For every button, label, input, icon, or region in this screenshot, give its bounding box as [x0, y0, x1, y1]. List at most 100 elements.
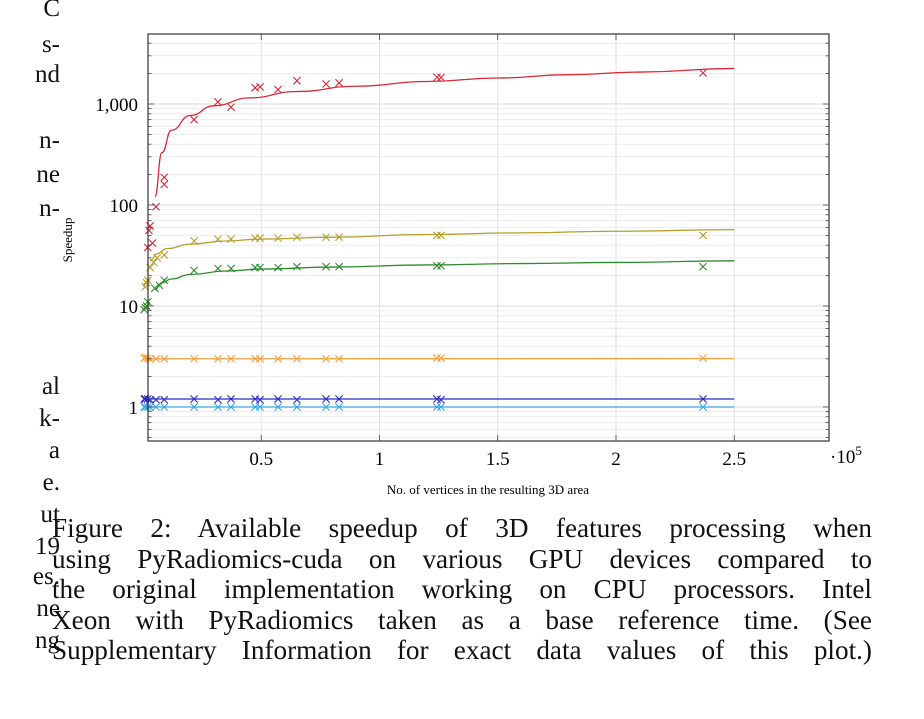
data-point-olive [335, 233, 344, 242]
left-column-text-fragment: es. [32, 563, 60, 590]
data-point-blue [322, 395, 331, 403]
data-point-orange [437, 354, 445, 363]
y-tick-label: 1 [129, 398, 139, 419]
cross-marker-icon [322, 403, 331, 411]
data-point-green [292, 262, 301, 271]
cross-marker-icon [699, 403, 708, 411]
series-cyan [140, 403, 735, 411]
data-point-blue [190, 395, 199, 403]
cross-marker-icon [190, 395, 199, 403]
cross-marker-icon [190, 237, 199, 245]
cross-marker-icon [153, 253, 162, 262]
left-column-text-fragment: e. [42, 469, 60, 496]
cross-marker-icon [160, 403, 169, 411]
cross-marker-icon [437, 73, 445, 82]
left-column-text-fragment: n- [39, 127, 60, 154]
cross-marker-icon [152, 202, 160, 211]
cross-marker-icon [256, 354, 265, 363]
data-point-red [335, 78, 344, 87]
cross-marker-icon [150, 284, 159, 293]
cross-marker-icon [213, 395, 222, 404]
data-point-red [160, 173, 169, 182]
data-point-blue [437, 395, 445, 404]
cross-marker-icon [160, 250, 169, 259]
cross-marker-icon [190, 354, 199, 363]
data-point-green [322, 262, 331, 271]
cross-marker-icon [432, 261, 441, 270]
data-point-cyan [292, 403, 301, 411]
data-point-olive [432, 231, 441, 240]
figure-caption: Figure 2: Available speedup of 3D featur… [52, 513, 872, 666]
data-point-cyan [322, 403, 331, 411]
chart-series [140, 67, 735, 411]
cross-marker-icon [335, 395, 344, 403]
x-tick-label: 1 [375, 449, 385, 470]
cross-marker-icon [152, 354, 160, 363]
data-point-blue [699, 395, 708, 403]
left-column-text-fragment: ng [35, 627, 60, 654]
series-green [140, 260, 735, 314]
chart-grid [148, 34, 829, 441]
data-point-orange [213, 354, 222, 363]
data-point-orange [335, 354, 344, 363]
cross-marker-icon [140, 403, 149, 411]
data-point-green [226, 264, 235, 273]
cross-marker-icon [213, 354, 222, 363]
data-point-cyan [437, 403, 445, 411]
cross-marker-icon [213, 403, 222, 411]
cross-marker-icon [292, 395, 301, 404]
fit-line-red [154, 67, 735, 198]
cross-marker-icon [152, 395, 160, 404]
data-point-red [432, 73, 441, 82]
data-point-cyan [152, 403, 160, 411]
cross-marker-icon [699, 231, 708, 240]
data-point-olive [322, 233, 331, 242]
data-point-red [699, 68, 708, 77]
cross-marker-icon [256, 234, 265, 243]
cross-marker-icon [213, 235, 222, 244]
data-point-cyan [699, 403, 708, 411]
x-tick-label: 2 [611, 449, 621, 470]
data-point-orange [274, 354, 283, 363]
cross-marker-icon [437, 395, 445, 404]
data-point-olive [142, 278, 151, 287]
cross-marker-icon [226, 264, 235, 273]
data-point-blue [274, 395, 283, 403]
cross-marker-icon [213, 264, 222, 273]
cross-marker-icon [160, 173, 169, 182]
left-column-text-fragment: a [48, 437, 60, 464]
cross-marker-icon [226, 354, 235, 363]
cross-marker-icon [322, 233, 331, 242]
data-point-cyan [160, 403, 169, 411]
data-point-olive [437, 231, 445, 240]
data-point-red [213, 97, 222, 106]
data-point-olive [153, 253, 162, 262]
data-point-olive [149, 258, 158, 267]
cross-marker-icon [432, 403, 441, 411]
data-point-cyan [140, 403, 149, 411]
y-tick-label: 1,000 [95, 95, 138, 116]
left-column-text-fragment: s- [41, 31, 60, 58]
x-tick-label: 2.5 [722, 449, 746, 470]
data-point-olive [213, 235, 222, 244]
data-point-red [292, 76, 301, 85]
cross-marker-icon [274, 403, 283, 411]
data-point-green [432, 261, 441, 270]
left-column-text-fragment: ne [36, 161, 60, 188]
left-column-text-fragment: al [41, 373, 60, 400]
cross-marker-icon [226, 103, 235, 112]
data-point-red [152, 202, 160, 211]
fit-line-olive [149, 229, 735, 262]
left-column-text-fragment: n- [39, 195, 60, 222]
data-point-orange [160, 354, 169, 363]
caption-line: the original implementation working on C… [52, 574, 872, 605]
caption-line: Supplementary Information for exact data… [52, 635, 872, 666]
data-point-green [213, 264, 222, 273]
data-point-green [160, 276, 169, 285]
data-point-blue [335, 395, 344, 403]
speedup-chart: 0.5 1 1.5 2 2.5 1 10 100 1,000 Speedup No. of ve… [60, 33, 862, 497]
cross-marker-icon [699, 262, 708, 271]
cross-marker-icon [142, 278, 151, 287]
data-point-blue [160, 395, 169, 404]
data-point-red [144, 226, 153, 235]
